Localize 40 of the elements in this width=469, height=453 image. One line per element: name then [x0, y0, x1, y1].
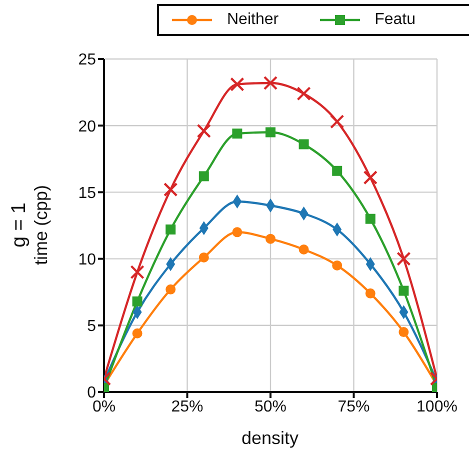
x-tick-label: 75% [338, 398, 370, 416]
point [266, 127, 276, 138]
point [398, 327, 409, 338]
point [298, 244, 309, 254]
point [198, 252, 209, 262]
x-axis-title: density [241, 428, 299, 449]
x-tick-label: 50% [254, 398, 287, 416]
point [132, 328, 142, 338]
y-tick-label: 15 [78, 184, 96, 202]
point [332, 166, 342, 176]
point [263, 76, 278, 90]
x-tick-label: 25% [171, 398, 204, 416]
legend-label: Featu [374, 11, 416, 29]
point [365, 214, 376, 224]
point [198, 171, 209, 182]
point [298, 139, 309, 150]
legend-label: Neither [227, 11, 279, 29]
point [398, 286, 409, 296]
point [164, 182, 178, 197]
point [130, 265, 144, 280]
y-tick-label: 25 [78, 52, 96, 69]
point [363, 170, 378, 185]
y-axis-title: g = 1 time (cpp) [8, 184, 52, 266]
x-tick-label: 100% [416, 398, 458, 416]
point [365, 288, 376, 298]
y-tick-label: 20 [78, 118, 96, 136]
y-tick-label: 10 [78, 251, 96, 268]
point [132, 296, 142, 306]
y-tick-label: 5 [87, 318, 96, 336]
point [332, 260, 342, 270]
point [296, 86, 311, 101]
point [166, 224, 176, 234]
point [396, 252, 411, 266]
point [330, 114, 344, 129]
point [232, 227, 242, 238]
point [232, 128, 242, 139]
point [196, 124, 211, 138]
point [266, 234, 276, 244]
point [230, 77, 244, 92]
point [166, 284, 176, 294]
